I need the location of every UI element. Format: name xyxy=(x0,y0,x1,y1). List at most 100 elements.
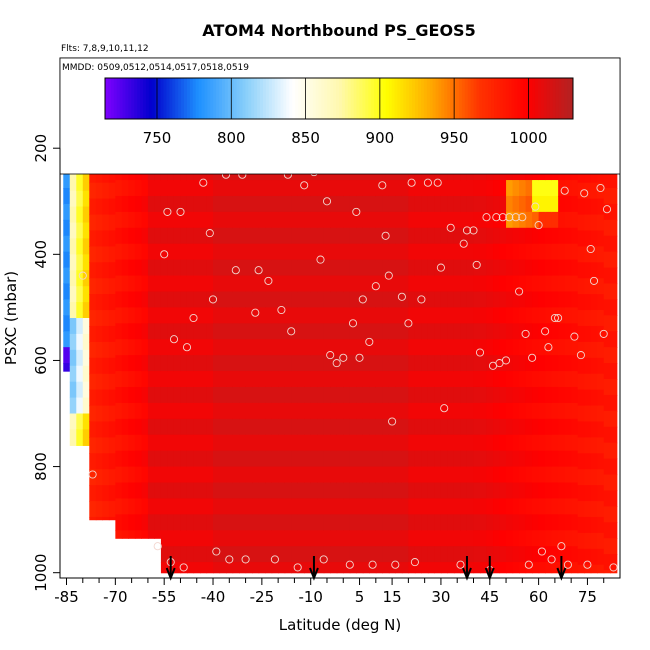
heatmap-cell xyxy=(284,514,292,531)
heatmap-cell xyxy=(512,371,520,388)
flights-label: Flts: 7,8,9,10,11,12 xyxy=(61,44,149,54)
heatmap-cell xyxy=(252,386,260,404)
heatmap-cell xyxy=(401,355,409,372)
heatmap-cell xyxy=(408,482,416,500)
heatmap-cell xyxy=(232,195,240,213)
heatmap-cell xyxy=(343,386,351,404)
heatmap-cell xyxy=(258,195,266,213)
heatmap-cell xyxy=(134,339,142,356)
colorbar-swatch xyxy=(458,78,463,119)
heatmap-cell xyxy=(180,418,188,436)
colorbar-swatch xyxy=(110,78,115,119)
heatmap-cell xyxy=(440,418,449,436)
colorbar-swatch xyxy=(274,78,279,119)
heatmap-cell xyxy=(297,466,305,484)
heatmap-cell xyxy=(265,418,273,436)
heatmap-cell xyxy=(317,259,325,277)
heatmap-cell xyxy=(271,355,279,372)
heatmap-cell xyxy=(519,211,527,229)
heatmap-cell xyxy=(291,466,299,484)
heatmap-cell xyxy=(532,450,540,468)
heatmap-cell xyxy=(95,405,103,423)
heatmap-cell xyxy=(466,307,475,324)
heatmap-cell xyxy=(336,530,344,547)
heatmap-cell xyxy=(252,466,260,484)
y-tick-label: 1000 xyxy=(32,554,50,592)
heatmap-cell xyxy=(102,246,110,263)
heatmap-cell xyxy=(480,562,488,574)
sample-point xyxy=(368,560,377,569)
heatmap-cell xyxy=(121,386,129,404)
heatmap-cell xyxy=(571,434,579,452)
heatmap-cell xyxy=(297,180,305,197)
heatmap-cell xyxy=(89,310,97,327)
heatmap-cell xyxy=(63,315,71,332)
heatmap-cell xyxy=(480,355,488,372)
sample-point xyxy=(492,213,501,222)
heatmap-cell xyxy=(193,562,201,574)
heatmap-cell xyxy=(147,371,156,388)
heatmap-cell xyxy=(603,506,611,523)
heatmap-cell xyxy=(141,498,149,515)
heatmap-cell xyxy=(584,357,592,375)
heatmap-cell xyxy=(134,227,142,245)
heatmap-cell xyxy=(382,386,390,404)
heatmap-cell xyxy=(375,418,383,436)
heatmap-cell xyxy=(590,516,598,534)
colorbar-swatch xyxy=(409,78,413,119)
heatmap-cell xyxy=(147,482,156,500)
heatmap-cell xyxy=(551,243,559,261)
heatmap-cell xyxy=(128,371,136,388)
heatmap-cell xyxy=(460,291,468,308)
heatmap-cell xyxy=(95,357,103,375)
heatmap-cell xyxy=(493,466,501,484)
heatmap-cell xyxy=(382,355,390,372)
heatmap-cell xyxy=(512,402,520,420)
heatmap-cell xyxy=(538,243,546,261)
heatmap-cell xyxy=(395,386,403,404)
heatmap-cell xyxy=(343,275,351,293)
colorbar-swatch xyxy=(119,78,124,119)
colorbar-swatch xyxy=(260,78,264,119)
colorbar-swatch xyxy=(157,78,162,119)
heatmap-cell xyxy=(375,450,383,468)
heatmap-cell xyxy=(610,506,618,523)
heatmap-cell xyxy=(388,259,396,277)
heatmap-cell xyxy=(401,323,409,340)
heatmap-cell xyxy=(317,418,325,436)
heatmap-cell xyxy=(466,355,475,372)
colorbar-swatch xyxy=(502,78,507,119)
sample-point xyxy=(182,343,192,352)
sample-point xyxy=(352,207,361,216)
heatmap-cell xyxy=(486,195,494,213)
heatmap-cell xyxy=(121,355,129,372)
heatmap-cell xyxy=(128,450,136,468)
heatmap-cell xyxy=(551,323,559,340)
heatmap-cell xyxy=(388,498,396,515)
heatmap-cell xyxy=(584,310,592,327)
heatmap-cell xyxy=(349,482,357,500)
heatmap-cell xyxy=(493,227,501,245)
heatmap-cell xyxy=(486,211,494,229)
heatmap-cell xyxy=(271,482,279,500)
heatmap-cell xyxy=(226,291,234,308)
heatmap-cell xyxy=(558,371,566,388)
heatmap-cell xyxy=(206,371,214,388)
colorbar-tick-label: 800 xyxy=(217,129,246,147)
heatmap-cell xyxy=(108,246,116,263)
heatmap-cell xyxy=(239,291,247,308)
heatmap-cell xyxy=(486,498,494,515)
heatmap-cell xyxy=(154,275,162,293)
heatmap-cell xyxy=(173,307,182,324)
heatmap-cell xyxy=(434,243,442,261)
heatmap-cell xyxy=(134,259,142,277)
colorbar-swatch xyxy=(315,78,320,119)
colorbar-swatch xyxy=(280,78,284,119)
heatmap-cell xyxy=(532,562,540,574)
heatmap-cell xyxy=(486,307,494,324)
heatmap-cell xyxy=(271,371,279,388)
heatmap-cell xyxy=(278,227,286,245)
heatmap-cell xyxy=(493,386,501,404)
heatmap-cell xyxy=(590,246,598,263)
heatmap-cell xyxy=(382,530,390,547)
